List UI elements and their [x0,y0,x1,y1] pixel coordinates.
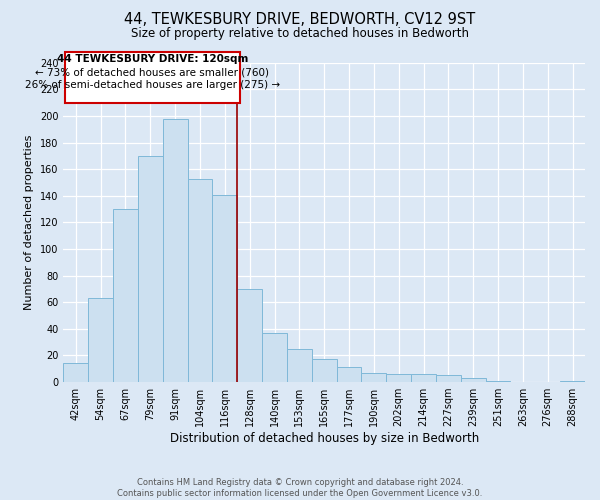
Y-axis label: Number of detached properties: Number of detached properties [25,135,34,310]
Bar [163,118,188,382]
FancyBboxPatch shape [65,52,240,102]
Text: 44, TEWKESBURY DRIVE, BEDWORTH, CV12 9ST: 44, TEWKESBURY DRIVE, BEDWORTH, CV12 9ST [124,12,476,28]
Bar [88,298,113,382]
Bar [411,374,436,382]
Text: ← 73% of detached houses are smaller (760): ← 73% of detached houses are smaller (76… [35,67,269,77]
Bar [113,209,138,382]
Text: Size of property relative to detached houses in Bedworth: Size of property relative to detached ho… [131,28,469,40]
Bar [212,194,237,382]
Bar [485,381,511,382]
Bar [237,289,262,382]
Bar [386,374,411,382]
Bar [262,333,287,382]
Bar [138,156,163,382]
X-axis label: Distribution of detached houses by size in Bedworth: Distribution of detached houses by size … [170,432,479,445]
Bar [312,360,337,382]
Bar [461,378,485,382]
Text: 26% of semi-detached houses are larger (275) →: 26% of semi-detached houses are larger (… [25,80,280,90]
Bar [287,349,312,382]
Bar [337,368,361,382]
Text: 44 TEWKESBURY DRIVE: 120sqm: 44 TEWKESBURY DRIVE: 120sqm [56,54,248,64]
Bar [188,178,212,382]
Bar [436,376,461,382]
Bar [361,373,386,382]
Bar [64,364,88,382]
Bar [560,381,585,382]
Text: Contains HM Land Registry data © Crown copyright and database right 2024.
Contai: Contains HM Land Registry data © Crown c… [118,478,482,498]
